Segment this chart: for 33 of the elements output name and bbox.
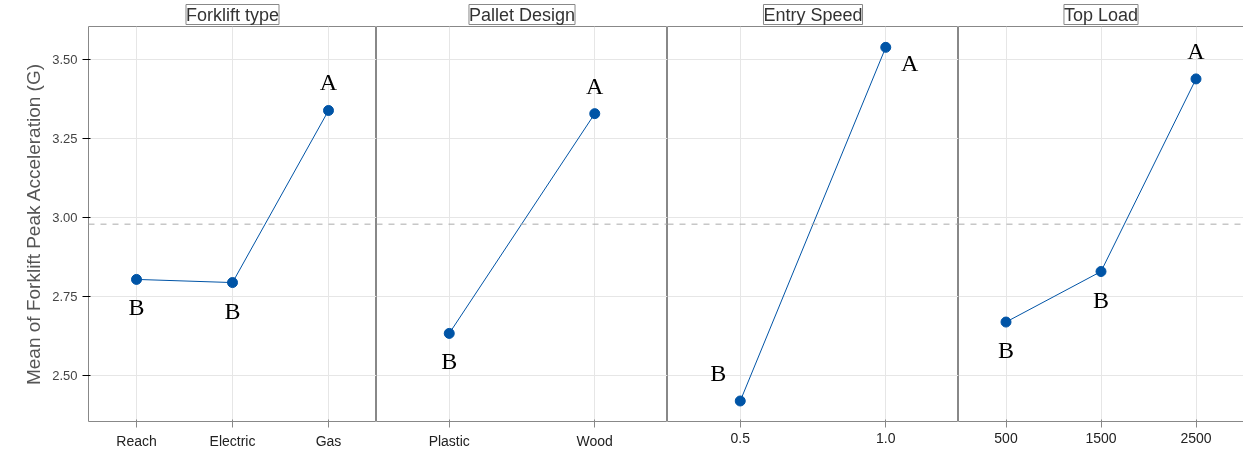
point xyxy=(323,105,334,116)
x-tick-label: 1500 xyxy=(1085,429,1117,446)
annotation: B xyxy=(1093,286,1110,313)
x-tick-label: Electric xyxy=(209,432,256,449)
y-tick-label: 2.50 xyxy=(52,368,78,384)
annotation: A xyxy=(901,50,920,77)
annotation: B xyxy=(710,359,727,386)
x-tick-label: Plastic xyxy=(428,432,470,449)
annotation: B xyxy=(441,348,458,375)
chart-title: Pallet Design xyxy=(468,4,576,25)
x-tick-label: 1.0 xyxy=(876,429,896,446)
x-tick-label: 500 xyxy=(994,429,1018,446)
x-tick-label: 0.5 xyxy=(730,429,751,446)
point xyxy=(227,277,238,289)
x-tick-label: Reach xyxy=(116,432,157,449)
annotation: A xyxy=(1187,37,1206,64)
annotation: B xyxy=(128,294,145,321)
annotation: B xyxy=(998,337,1015,364)
y-tick-label: 3.25 xyxy=(52,131,78,147)
annotation: A xyxy=(586,72,605,99)
y-tick-label: 2.75 xyxy=(52,289,78,305)
chart-title: Entry Speed xyxy=(763,4,863,25)
x-tick-label: 2500 xyxy=(1180,429,1212,446)
y-tick-label: 3.00 xyxy=(52,210,78,226)
y-axis-title: Mean of Forklift Peak Acceleration (G) xyxy=(23,64,45,386)
y-tick-label: 3.50 xyxy=(52,52,78,68)
point xyxy=(131,273,142,285)
x-tick-label: Wood xyxy=(576,432,613,449)
annotation: B xyxy=(224,297,241,324)
x-tick-label: Gas xyxy=(315,432,342,449)
chart-title: Top Load xyxy=(1063,4,1139,25)
annotation: A xyxy=(319,69,338,96)
chart-title: Forklift type xyxy=(185,4,280,25)
